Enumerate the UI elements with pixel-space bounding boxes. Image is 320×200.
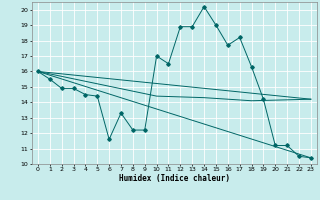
X-axis label: Humidex (Indice chaleur): Humidex (Indice chaleur) — [119, 174, 230, 183]
